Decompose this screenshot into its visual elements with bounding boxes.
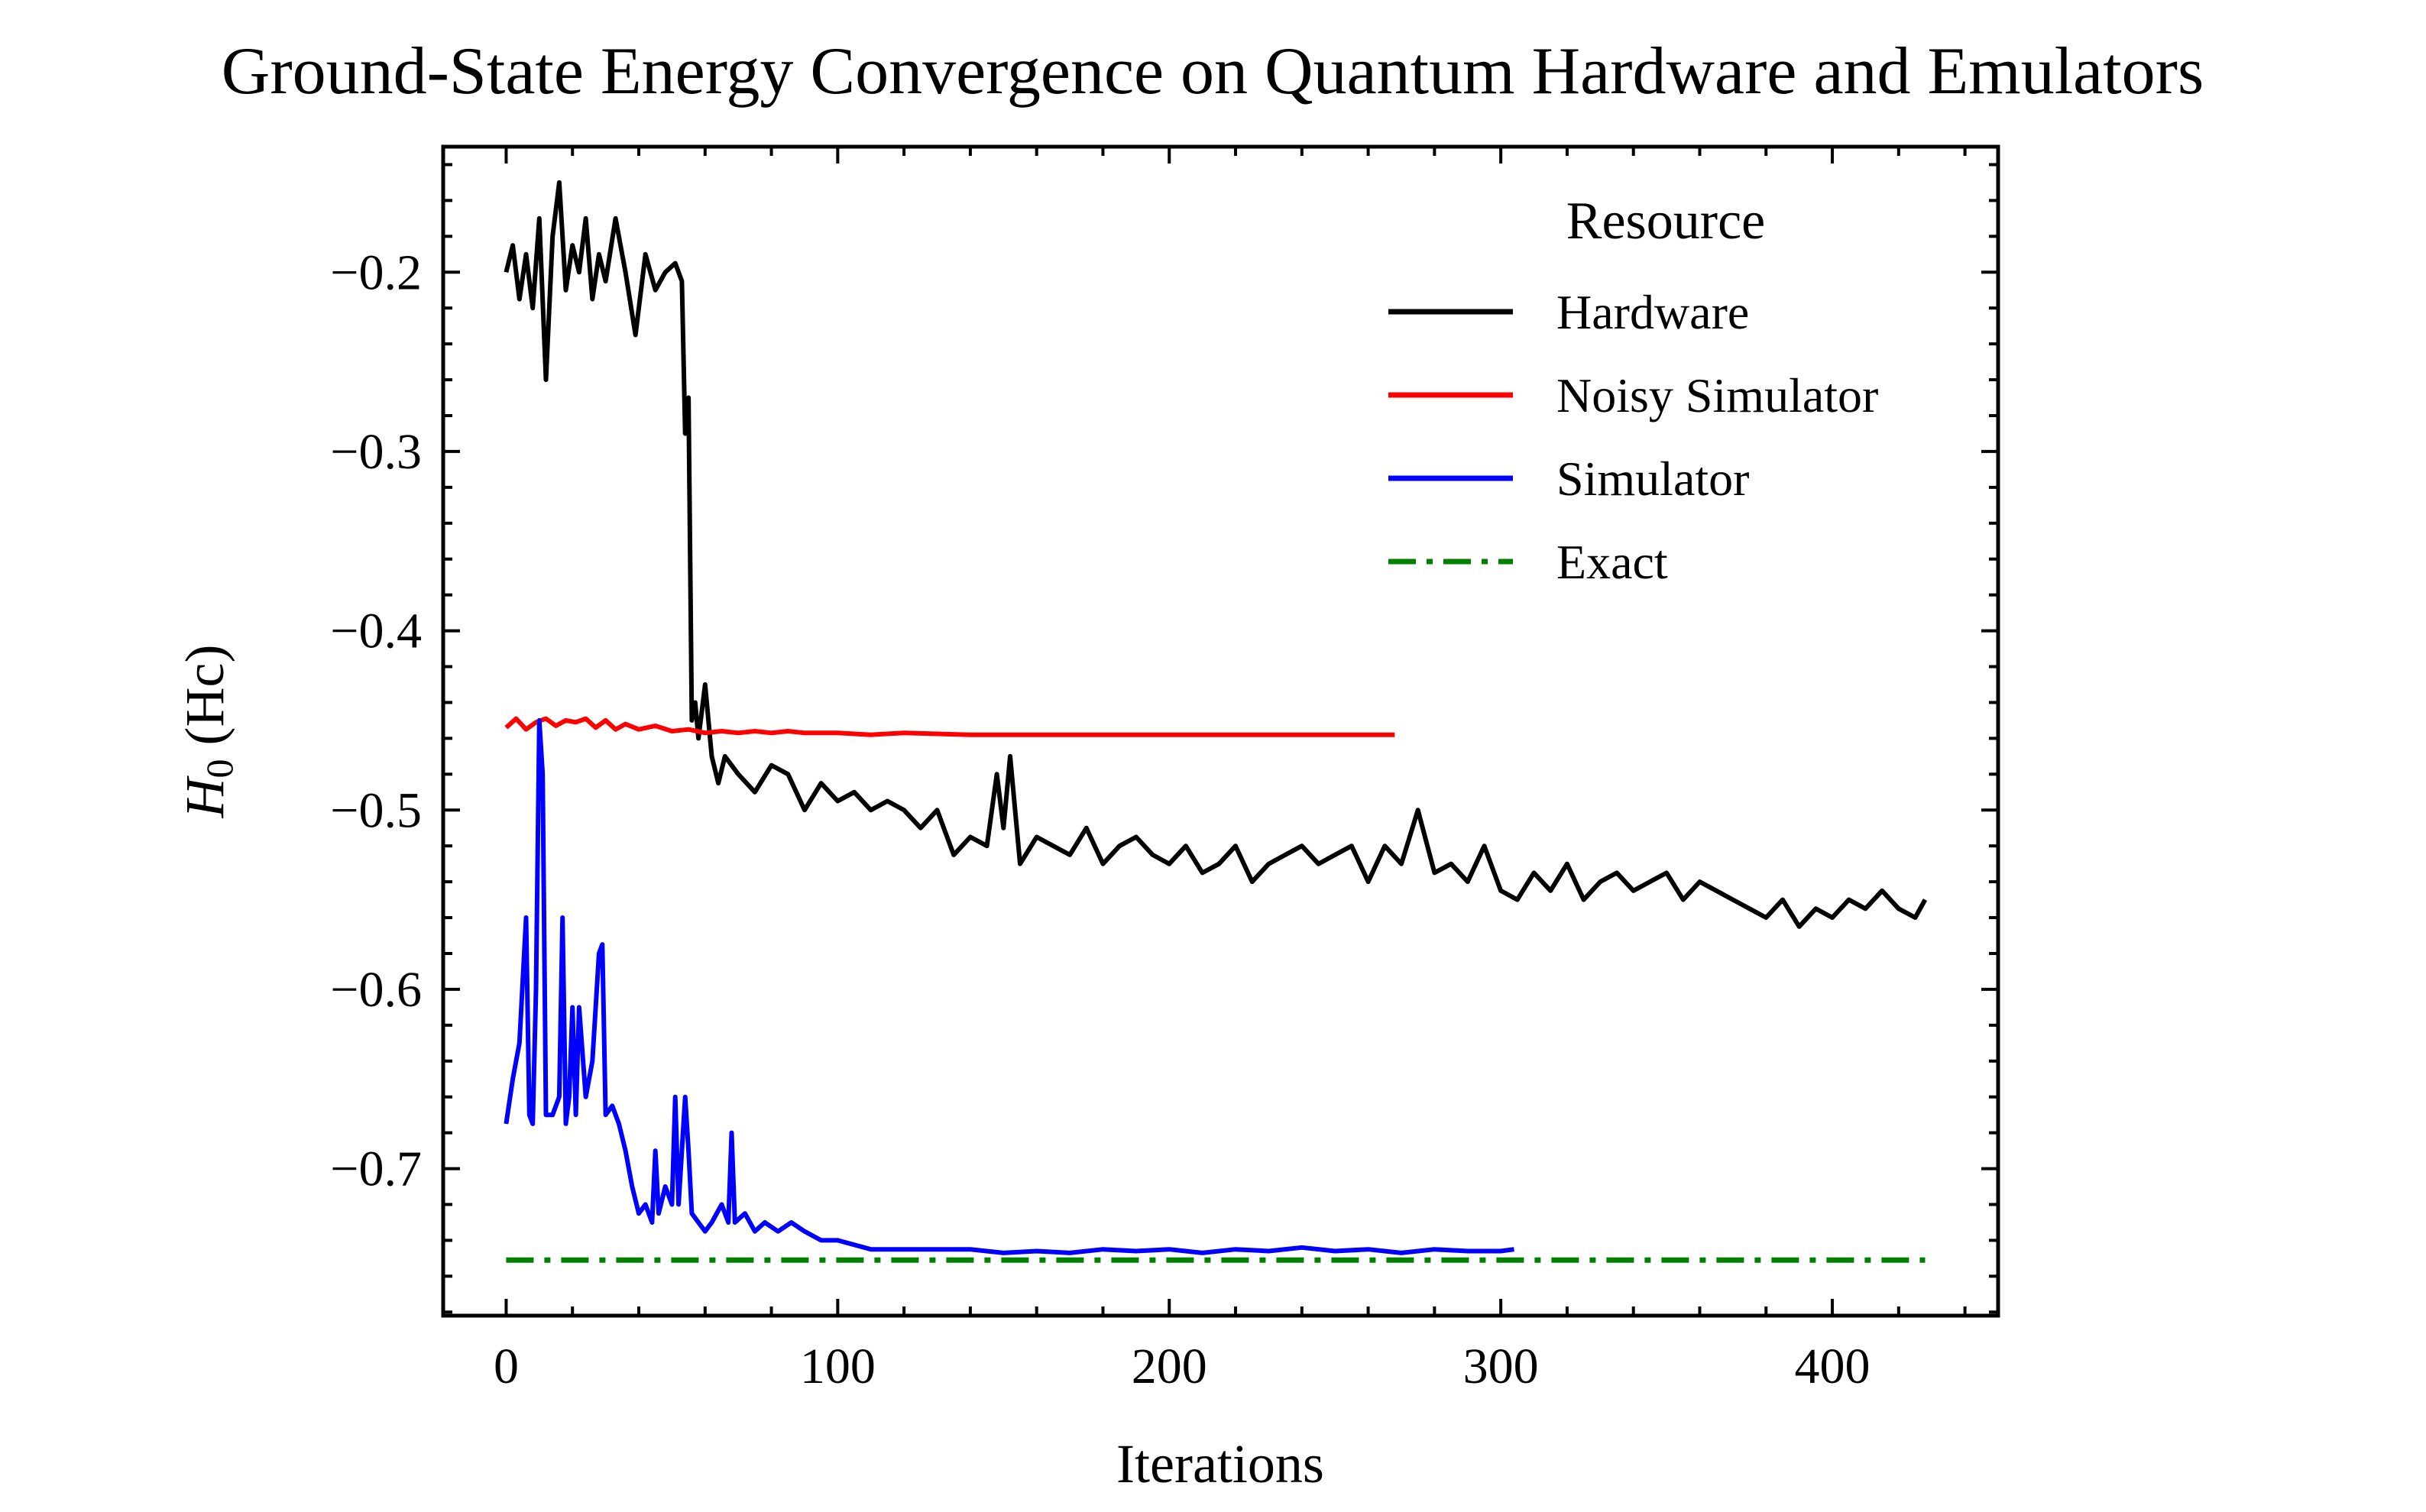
series-line-noisy-simulator [504, 716, 1395, 737]
x-axis-label: Iterations [1116, 1433, 1324, 1494]
x-tick-label: 100 [800, 1339, 876, 1394]
y-axis-label-subscript: 0 [198, 759, 241, 778]
x-tick-label: 0 [494, 1339, 519, 1394]
chart-title: Ground-State Energy Convergence on Quant… [222, 34, 2204, 108]
plot-area [504, 180, 1928, 1263]
legend-label-noisy-simulator: Noisy Simulator [1556, 368, 1878, 423]
legend-label-exact: Exact [1556, 535, 1668, 589]
series-line-hardware [504, 180, 1928, 929]
y-axis-label-symbol: H [174, 775, 235, 818]
legend-label-hardware: Hardware [1556, 285, 1749, 339]
legend: Resource Hardware Noisy Simulator Simula… [1388, 192, 1878, 589]
y-axis-label: H0 (Hc) [174, 645, 241, 819]
plot-frame [441, 144, 2000, 1318]
y-tick-label: −0.7 [330, 1141, 422, 1197]
y-axis-label-space [174, 745, 235, 759]
y-axis-label-unit: (Hc) [174, 645, 235, 746]
x-tick-label: 300 [1463, 1339, 1539, 1394]
y-tick-label: −0.5 [330, 782, 422, 838]
x-tick-label: 400 [1795, 1339, 1871, 1394]
y-tick-label: −0.2 [330, 244, 422, 300]
y-tick-label: −0.3 [330, 424, 422, 480]
tick-labels: 0 100 200 300 400 −0.2 −0.3 −0.4 −0.5 −0.6 −0.7 [330, 244, 1870, 1394]
legend-label-simulator: Simulator [1556, 452, 1749, 506]
series-line-simulator [504, 717, 1514, 1255]
legend-title: Resource [1566, 192, 1765, 251]
y-tick-label: −0.4 [330, 604, 422, 659]
y-tick-label: −0.6 [330, 962, 422, 1018]
x-tick-label: 200 [1132, 1339, 1207, 1394]
